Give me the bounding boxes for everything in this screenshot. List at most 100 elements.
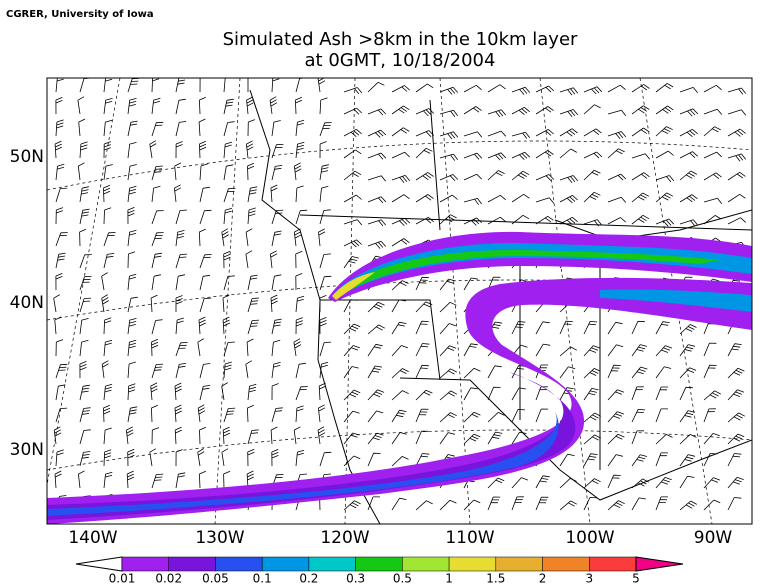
wind-barb	[175, 317, 184, 335]
wind-barb	[487, 412, 505, 423]
wind-barb	[175, 78, 186, 93]
wind-barb	[197, 404, 206, 423]
wind-barb	[631, 409, 646, 423]
plume-region	[600, 289, 752, 312]
wind-barb	[727, 128, 746, 137]
wind-barb	[487, 365, 502, 379]
wind-barb	[415, 172, 434, 181]
wind-barb	[607, 84, 626, 93]
wind-barb	[559, 453, 575, 467]
wind-barb	[271, 449, 279, 467]
wind-barb	[247, 297, 260, 313]
wind-barb	[103, 471, 113, 489]
wind-barb	[367, 365, 383, 379]
wind-barb	[198, 118, 206, 137]
wind-barb	[295, 185, 304, 203]
wind-barb	[655, 218, 675, 227]
wind-barb	[295, 78, 307, 93]
wind-barb	[487, 130, 507, 137]
colorbar-label: 2	[539, 572, 547, 586]
wind-barb	[295, 386, 308, 401]
wind-barb	[367, 432, 384, 445]
wind-barb	[222, 316, 230, 335]
wind-barb	[175, 209, 187, 225]
wind-barb	[631, 105, 650, 115]
wind-barb	[487, 431, 503, 445]
wind-barb	[295, 449, 305, 467]
wind-barb	[439, 432, 455, 445]
wind-barb	[223, 250, 231, 269]
wind-barb	[79, 297, 92, 313]
wind-barb	[367, 301, 385, 313]
wind-barb	[343, 239, 362, 248]
wind-barb	[511, 431, 527, 445]
wind-barb	[703, 197, 723, 205]
wind-barb	[463, 173, 482, 181]
wind-barb	[439, 499, 457, 511]
wind-barb	[271, 230, 282, 247]
wind-barb	[559, 387, 574, 401]
wind-barb	[607, 474, 621, 489]
wind-barb	[79, 451, 91, 467]
wind-barb	[127, 383, 136, 401]
wind-barb	[703, 172, 722, 181]
wind-barb	[319, 164, 329, 181]
wind-barb	[439, 174, 459, 181]
wind-barb	[631, 214, 650, 225]
colorbar-label: 1.5	[486, 572, 505, 586]
wind-barb	[199, 254, 212, 269]
wind-barb	[415, 83, 434, 93]
wind-barb	[607, 109, 627, 117]
wind-barb	[391, 127, 410, 137]
wind-barb	[583, 104, 601, 115]
wind-barb	[223, 188, 236, 203]
wind-barb	[343, 256, 359, 269]
wind-barb	[655, 175, 675, 183]
wind-barb	[727, 153, 747, 162]
wind-barb	[174, 184, 182, 203]
wind-barb	[295, 317, 303, 335]
wind-barb	[439, 345, 457, 357]
wind-barb	[367, 389, 385, 401]
wind-barb	[439, 109, 459, 117]
wind-barb	[607, 364, 621, 379]
colorbar-swatch	[402, 556, 450, 572]
wind-barb	[221, 448, 229, 467]
wind-barb	[439, 86, 459, 95]
wind-barb	[127, 142, 137, 159]
wind-barb	[174, 382, 182, 401]
wind-barb	[151, 319, 163, 335]
wind-barb	[223, 164, 234, 181]
wind-barb	[175, 253, 188, 269]
wind-barb	[631, 84, 650, 93]
wind-barb	[631, 192, 650, 203]
wind-barb	[655, 496, 668, 511]
wind-barb	[727, 367, 745, 379]
wind-barb	[631, 127, 650, 137]
wind-barb	[583, 478, 601, 489]
wind-barb	[535, 174, 555, 181]
wind-barb	[583, 191, 601, 203]
wind-barb	[415, 343, 430, 357]
wind-barb	[151, 252, 162, 269]
colorbar-swatch	[448, 556, 497, 572]
wind-barb	[271, 209, 284, 225]
wind-barb	[126, 470, 135, 489]
wind-barb	[199, 186, 210, 203]
wind-barb	[463, 106, 482, 115]
wind-barb	[511, 214, 530, 225]
wind-barb	[151, 274, 161, 291]
wind-barb	[415, 500, 433, 511]
wind-barb	[631, 478, 649, 489]
wind-barb	[463, 387, 478, 401]
wind-barb	[269, 96, 278, 115]
wind-barb	[607, 196, 627, 203]
wind-barb	[271, 339, 281, 357]
wind-barb	[559, 87, 579, 96]
colorbar-swatch	[261, 556, 310, 572]
wind-barb	[583, 128, 602, 137]
wind-barb	[223, 121, 235, 137]
wind-barb	[199, 297, 212, 313]
wind-barb	[295, 96, 303, 115]
wind-barb	[246, 470, 254, 489]
